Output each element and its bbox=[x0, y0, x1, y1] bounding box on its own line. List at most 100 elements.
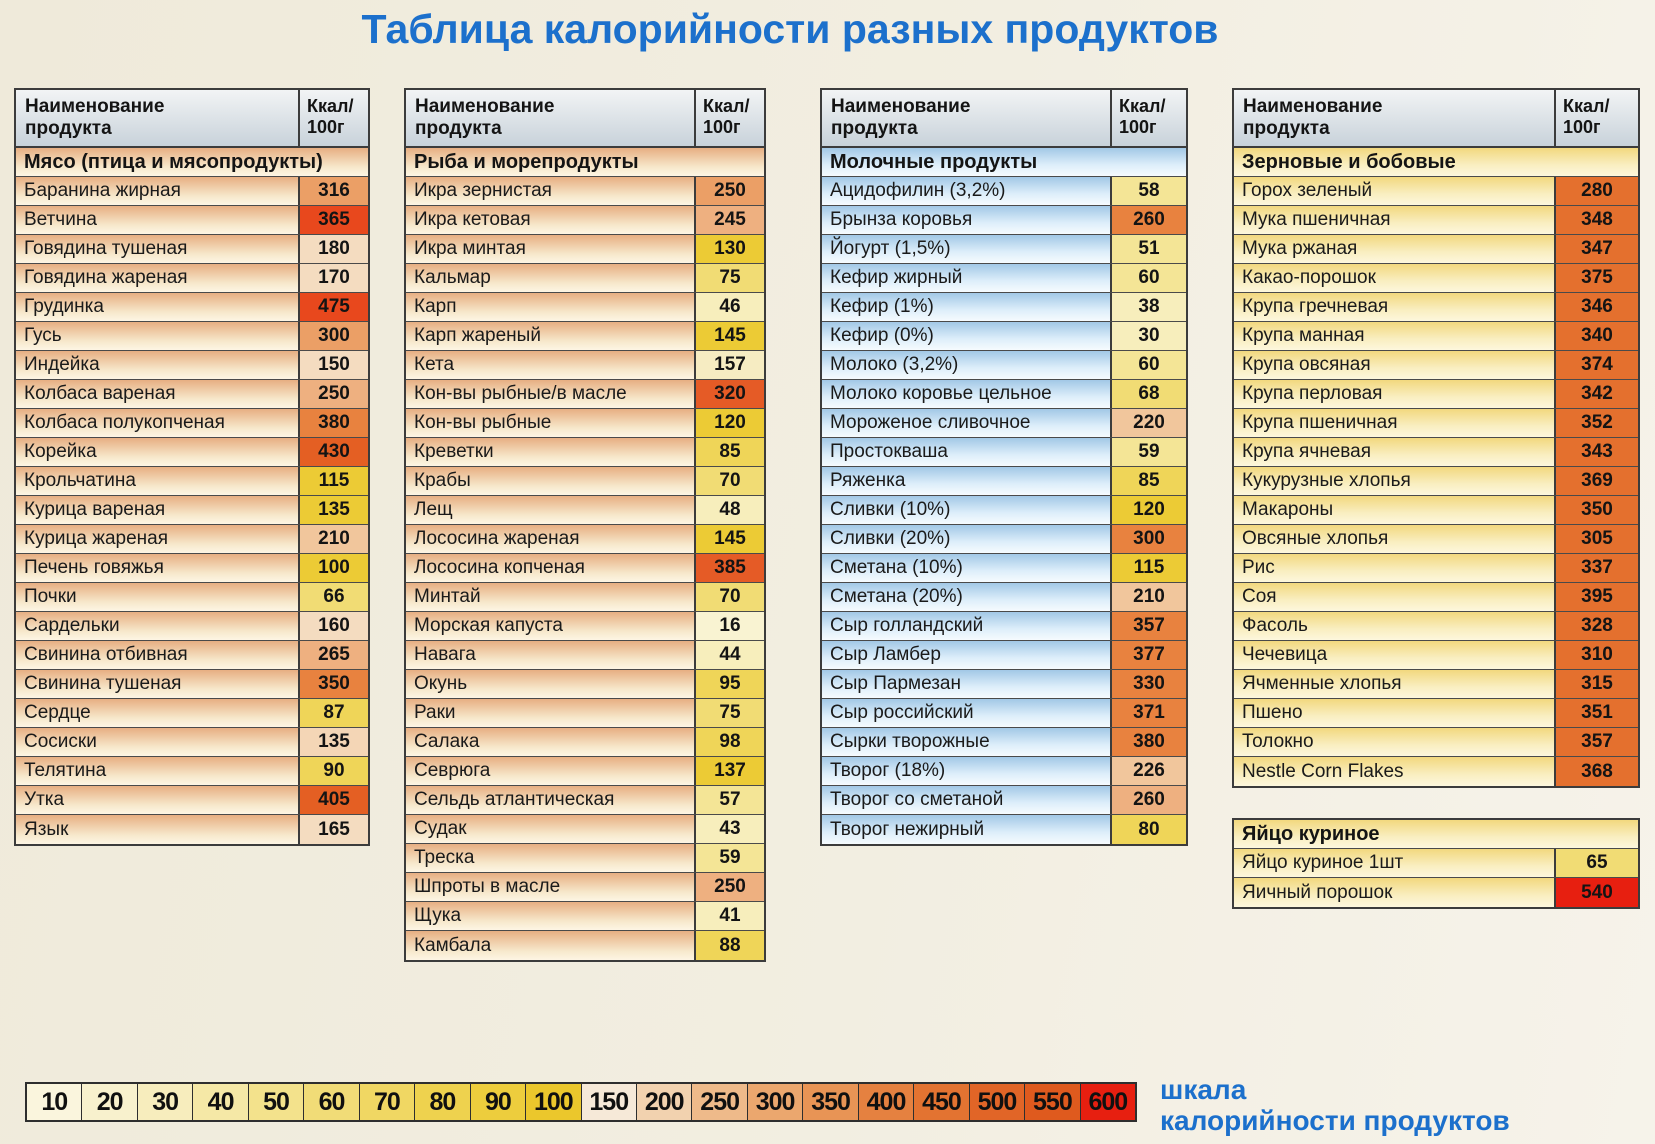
table-row: Горох зеленый 280 bbox=[1234, 177, 1638, 206]
table-row: Сыр Ламбер 377 bbox=[822, 641, 1186, 670]
table-row: Чечевица 310 bbox=[1234, 641, 1638, 670]
table-row: Крупа ячневая 343 bbox=[1234, 438, 1638, 467]
product-name: Лососина жареная bbox=[406, 525, 694, 553]
table-row: Ряженка 85 bbox=[822, 467, 1186, 496]
product-name: Севрюга bbox=[406, 757, 694, 785]
scale-cell: 550 bbox=[1025, 1084, 1081, 1120]
kcal-value: 59 bbox=[694, 844, 764, 872]
kcal-value: 137 bbox=[694, 757, 764, 785]
product-name: Индейка bbox=[16, 351, 298, 379]
product-name: Пшено bbox=[1234, 699, 1554, 727]
table-row: Молоко коровье цельное 68 bbox=[822, 380, 1186, 409]
header-line: 100г bbox=[1563, 117, 1601, 137]
table-row: Щука 41 bbox=[406, 902, 764, 931]
table-row: Сосиски 135 bbox=[16, 728, 368, 757]
kcal-value: 315 bbox=[1554, 670, 1638, 698]
product-name: Брынза коровья bbox=[822, 206, 1110, 234]
table-row: Свинина тушеная 350 bbox=[16, 670, 368, 699]
product-name: Креветки bbox=[406, 438, 694, 466]
kcal-value: 135 bbox=[298, 496, 368, 524]
header-line: Наименование bbox=[1243, 96, 1383, 117]
table-row: Сельдь атлантическая 57 bbox=[406, 786, 764, 815]
table-row: Сливки (10%) 120 bbox=[822, 496, 1186, 525]
kcal-value: 100 bbox=[298, 554, 368, 582]
section-header: Молочные продукты bbox=[822, 148, 1186, 177]
table-row: Кета 157 bbox=[406, 351, 764, 380]
table-row: Индейка 150 bbox=[16, 351, 368, 380]
table-row: Макароны 350 bbox=[1234, 496, 1638, 525]
kcal-value: 48 bbox=[694, 496, 764, 524]
table-row: Курица жареная 210 bbox=[16, 525, 368, 554]
table-row: Утка 405 bbox=[16, 786, 368, 815]
kcal-value: 316 bbox=[298, 177, 368, 205]
header-line: продукта bbox=[415, 118, 502, 139]
kcal-value: 380 bbox=[1110, 728, 1186, 756]
scale-cell: 300 bbox=[747, 1084, 804, 1120]
product-name: Крупа гречневая bbox=[1234, 293, 1554, 321]
table-row: Грудинка 475 bbox=[16, 293, 368, 322]
table-row: Крупа гречневая 346 bbox=[1234, 293, 1638, 322]
kcal-value: 357 bbox=[1110, 612, 1186, 640]
kcal-value: 120 bbox=[1110, 496, 1186, 524]
product-name: Крупа перловая bbox=[1234, 380, 1554, 408]
table-row: Минтай 70 bbox=[406, 583, 764, 612]
product-name: Щука bbox=[406, 902, 694, 930]
scale-cell: 80 bbox=[415, 1084, 471, 1120]
product-name: Толокно bbox=[1234, 728, 1554, 756]
kcal-value: 145 bbox=[694, 322, 764, 350]
scale-cell: 500 bbox=[969, 1084, 1026, 1120]
product-name: Кета bbox=[406, 351, 694, 379]
table-row: Телятина 90 bbox=[16, 757, 368, 786]
product-name: Кон-вы рыбные bbox=[406, 409, 694, 437]
kcal-value: 265 bbox=[298, 641, 368, 669]
product-name: Телятина bbox=[16, 757, 298, 785]
product-name: Карп bbox=[406, 293, 694, 321]
kcal-value: 98 bbox=[694, 728, 764, 756]
product-name: Крабы bbox=[406, 467, 694, 495]
kcal-value: 352 bbox=[1554, 409, 1638, 437]
kcal-value: 369 bbox=[1554, 467, 1638, 495]
table-row: Молоко (3,2%) 60 bbox=[822, 351, 1186, 380]
meat-table: Наименование продукта Ккал/ 100г Мясо (п… bbox=[14, 88, 370, 846]
product-name: Треска bbox=[406, 844, 694, 872]
product-name: Курица жареная bbox=[16, 525, 298, 553]
kcal-value: 16 bbox=[694, 612, 764, 640]
header-line: Наименование bbox=[25, 96, 165, 117]
kcal-header: Ккал/ 100г bbox=[1554, 90, 1638, 146]
product-name: Навага bbox=[406, 641, 694, 669]
kcal-value: 395 bbox=[1554, 583, 1638, 611]
product-name: Кефир (1%) bbox=[822, 293, 1110, 321]
table-row: Лососина жареная 145 bbox=[406, 525, 764, 554]
table-row: Толокно 357 bbox=[1234, 728, 1638, 757]
kcal-value: 300 bbox=[1110, 525, 1186, 553]
kcal-value: 90 bbox=[298, 757, 368, 785]
table-row: Колбаса вареная 250 bbox=[16, 380, 368, 409]
table-row: Морская капуста 16 bbox=[406, 612, 764, 641]
kcal-value: 157 bbox=[694, 351, 764, 379]
product-name: Крупа манная bbox=[1234, 322, 1554, 350]
scale-cell: 400 bbox=[858, 1084, 915, 1120]
product-name: Кефир жирный bbox=[822, 264, 1110, 292]
product-name: Кальмар bbox=[406, 264, 694, 292]
table-row: Сердце 87 bbox=[16, 699, 368, 728]
scale-cell: 20 bbox=[82, 1084, 138, 1120]
page-title: Таблица калорийности разных продуктов bbox=[361, 6, 1219, 52]
table-row: Корейка 430 bbox=[16, 438, 368, 467]
product-name: Сыр российский bbox=[822, 699, 1110, 727]
kcal-header: Ккал/ 100г bbox=[298, 90, 368, 146]
table-row: Кальмар 75 bbox=[406, 264, 764, 293]
kcal-value: 347 bbox=[1554, 235, 1638, 263]
product-name: Мука пшеничная bbox=[1234, 206, 1554, 234]
product-name: Морская капуста bbox=[406, 612, 694, 640]
product-name: Свинина отбивная bbox=[16, 641, 298, 669]
kcal-value: 115 bbox=[298, 467, 368, 495]
product-name: Баранина жирная bbox=[16, 177, 298, 205]
product-name: Судак bbox=[406, 815, 694, 843]
kcal-value: 342 bbox=[1554, 380, 1638, 408]
table-row: Сыр Пармезан 330 bbox=[822, 670, 1186, 699]
product-name: Творог нежирный bbox=[822, 815, 1110, 844]
table-rows: Ацидофилин (3,2%) 58 Брынза коровья 260 Йогу… bbox=[822, 177, 1186, 844]
product-name-header: Наименование продукта bbox=[16, 90, 298, 146]
product-name: Крупа ячневая bbox=[1234, 438, 1554, 466]
scale-cell: 150 bbox=[581, 1084, 637, 1120]
